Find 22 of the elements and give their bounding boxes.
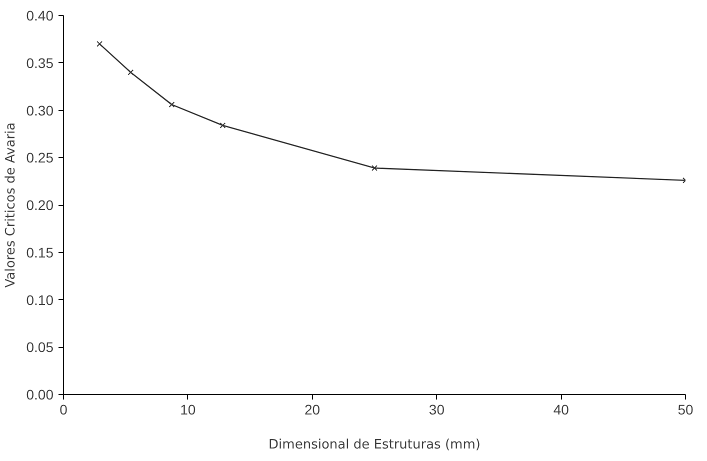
y-tick-label: 0.25	[26, 150, 54, 166]
x-tick-label: 40	[553, 402, 570, 418]
y-tick-label: 0.40	[26, 8, 54, 24]
y-tick-label: 0.20	[26, 197, 54, 213]
x-axis-title: Dimensional de Estruturas (mm)	[268, 438, 480, 452]
y-tick-label: 0.00	[26, 386, 54, 402]
point	[372, 165, 378, 172]
point	[96, 40, 103, 47]
x-tick-label: 20	[304, 402, 320, 418]
x-tick-label: 30	[428, 402, 445, 418]
y-tick-label: 0.10	[26, 292, 54, 308]
y-tick-label: 0.15	[26, 244, 54, 260]
point	[220, 122, 226, 128]
point	[128, 69, 134, 76]
x-tick-label: 50	[678, 402, 694, 418]
y-tick-label: 0.35	[26, 54, 54, 71]
point	[168, 102, 175, 108]
y-tick-label: 0.05	[26, 339, 54, 356]
x-tick-label: 10	[180, 402, 196, 418]
x-tick-label: 0	[60, 402, 68, 418]
y-tick-label: 0.30	[26, 102, 54, 118]
y-axis-title: Valores Criticos de Avaria	[3, 122, 18, 288]
